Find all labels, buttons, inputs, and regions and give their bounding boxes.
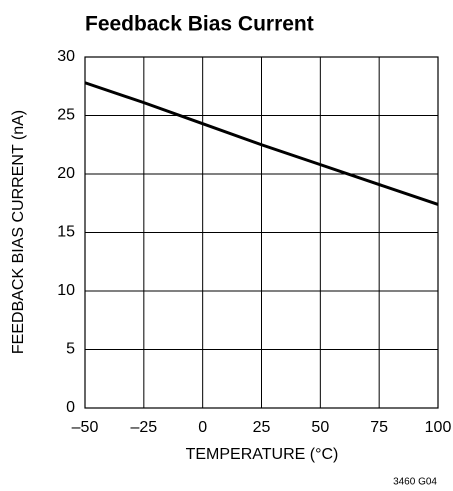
x-tick-label: 100: [425, 419, 452, 436]
y-tick-label: 10: [57, 282, 75, 299]
plot-frame: [84, 56, 439, 409]
chart-title: Feedback Bias Current: [85, 13, 314, 36]
x-tick-label: –50: [72, 419, 99, 436]
x-tick-label: 0: [198, 419, 207, 436]
y-tick-label: 5: [66, 341, 75, 358]
y-tick-label: 30: [57, 48, 75, 65]
y-tick-label: 20: [57, 165, 75, 182]
data-line: [84, 81, 439, 206]
annotation: 3460 G04: [393, 477, 437, 488]
x-tick-label: 25: [253, 419, 271, 436]
x-tick-label: –25: [130, 419, 157, 436]
y-tick-label: 0: [66, 399, 75, 416]
x-tick-label: 75: [370, 419, 388, 436]
y-axis-label: FEEDBACK BIAS CURRENT (nA): [10, 110, 27, 354]
y-tick-label: 15: [57, 224, 75, 241]
x-axis-label: TEMPERATURE (°C): [186, 446, 339, 463]
y-tick-label: 25: [57, 107, 75, 124]
x-tick-label: 50: [311, 419, 329, 436]
